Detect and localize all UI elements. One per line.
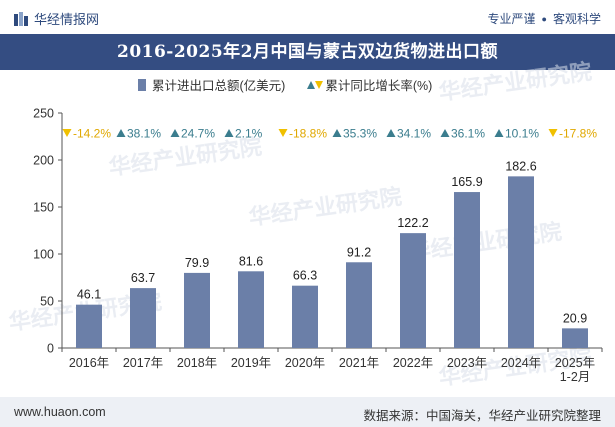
growth-label: -17.8% <box>559 127 597 141</box>
bar-value-label: 46.1 <box>77 288 101 302</box>
x-tick-label: 2019年 <box>231 356 271 370</box>
growth-label: 36.1% <box>451 127 485 141</box>
x-tick-label: 2024年 <box>501 356 541 370</box>
x-tick-label: 2018年 <box>177 356 217 370</box>
bar <box>346 262 372 348</box>
growth-down-marker <box>278 129 288 137</box>
y-tick-label: 250 <box>33 107 54 121</box>
slogan-right: 客观科学 <box>552 12 601 26</box>
chart-legend: 累计进出口总额(亿美元) 累计同比增长率(%) <box>138 75 454 94</box>
bar <box>130 288 156 348</box>
legend-label-growth: 累计同比增长率(%) <box>325 79 433 93</box>
legend-label-total: 累计进出口总额(亿美元) <box>152 79 286 93</box>
brand-logo-icon <box>14 11 28 26</box>
watermark-text: 华经产业研究院 <box>107 134 263 181</box>
slogan: 专业严谨 ● 客观科学 <box>488 10 601 27</box>
growth-up-marker <box>386 129 396 137</box>
y-tick-label: 0 <box>47 342 54 356</box>
growth-label: 10.1% <box>505 127 539 141</box>
growth-up-marker <box>494 129 504 137</box>
bar-value-label: 66.3 <box>293 269 317 283</box>
growth-label: 35.3% <box>343 127 377 141</box>
triangle-up-icon <box>307 80 316 89</box>
bar-value-label: 165.9 <box>451 175 482 189</box>
x-tick-label: 2020年 <box>285 356 325 370</box>
footer: www.huaon.com 数据来源：中国海关，华经产业研究院整理 <box>0 397 615 427</box>
watermark-text: 华经产业研究院 <box>247 184 403 231</box>
legend-item-growth: 累计同比增长率(%) <box>307 75 432 94</box>
y-tick-label: 150 <box>33 201 54 215</box>
bar-value-label: 182.6 <box>505 159 536 173</box>
bar <box>292 285 318 348</box>
y-tick-label: 200 <box>33 154 54 168</box>
bar-value-label: 63.7 <box>131 271 155 285</box>
x-tick-label: 2021年 <box>339 356 379 370</box>
growth-down-marker <box>548 129 558 137</box>
top-bar: 华经情报网 专业严谨 ● 客观科学 <box>0 0 615 34</box>
triangle-down-icon <box>315 80 324 89</box>
x-tick-label: 2025年 <box>555 356 595 370</box>
growth-down-marker <box>62 129 72 137</box>
bar <box>76 304 102 348</box>
y-tick-label: 100 <box>33 248 54 262</box>
bar <box>562 328 588 348</box>
brand-name: 华经情报网 <box>34 12 100 27</box>
growth-label: 24.7% <box>181 127 215 141</box>
brand: 华经情报网 <box>14 9 99 28</box>
footer-source: 数据来源：中国海关，华经产业研究院整理 <box>363 409 601 423</box>
x-tick-label: 2022年 <box>393 356 433 370</box>
growth-up-marker <box>332 129 342 137</box>
bar <box>454 192 480 348</box>
growth-up-marker <box>170 129 180 137</box>
slogan-left: 专业严谨 <box>487 12 536 26</box>
legend-bar-swatch <box>138 78 146 91</box>
y-tick-label: 50 <box>40 295 54 309</box>
bar <box>400 233 426 348</box>
bar <box>508 176 534 348</box>
growth-label: 2.1% <box>235 127 263 141</box>
growth-label: -14.2% <box>73 127 111 141</box>
x-tick-label: 2016年 <box>69 356 109 370</box>
bar-chart: 华经产业研究院华经产业研究院华经产业研究院华经产业研究院华经产业研究院华经产业研… <box>7 59 603 391</box>
x-tick-label: 1-2月 <box>560 370 591 384</box>
slogan-separator: ● <box>541 13 547 24</box>
growth-label: 38.1% <box>127 127 161 141</box>
growth-label: -18.8% <box>289 127 327 141</box>
footer-site: www.huaon.com <box>14 405 106 419</box>
bar <box>184 272 210 348</box>
bar <box>238 271 264 348</box>
legend-item-total: 累计进出口总额(亿美元) <box>138 75 285 94</box>
bar-value-label: 91.2 <box>347 245 371 259</box>
x-tick-label: 2017年 <box>123 356 163 370</box>
growth-up-marker <box>116 129 126 137</box>
bar-value-label: 20.9 <box>563 311 587 325</box>
watermark-text: 华经产业研究院 <box>437 59 593 106</box>
watermark-text: 华经产业研究院 <box>407 219 563 266</box>
bar-value-label: 81.6 <box>239 254 263 268</box>
growth-label: 34.1% <box>397 127 431 141</box>
x-tick-label: 2023年 <box>447 356 487 370</box>
growth-up-marker <box>440 129 450 137</box>
bar-value-label: 79.9 <box>185 256 209 270</box>
bar-value-label: 122.2 <box>397 216 428 230</box>
chart-title: 2016-2025年2月中国与蒙古双边货物进出口额 <box>0 34 615 70</box>
growth-up-marker <box>224 129 234 137</box>
